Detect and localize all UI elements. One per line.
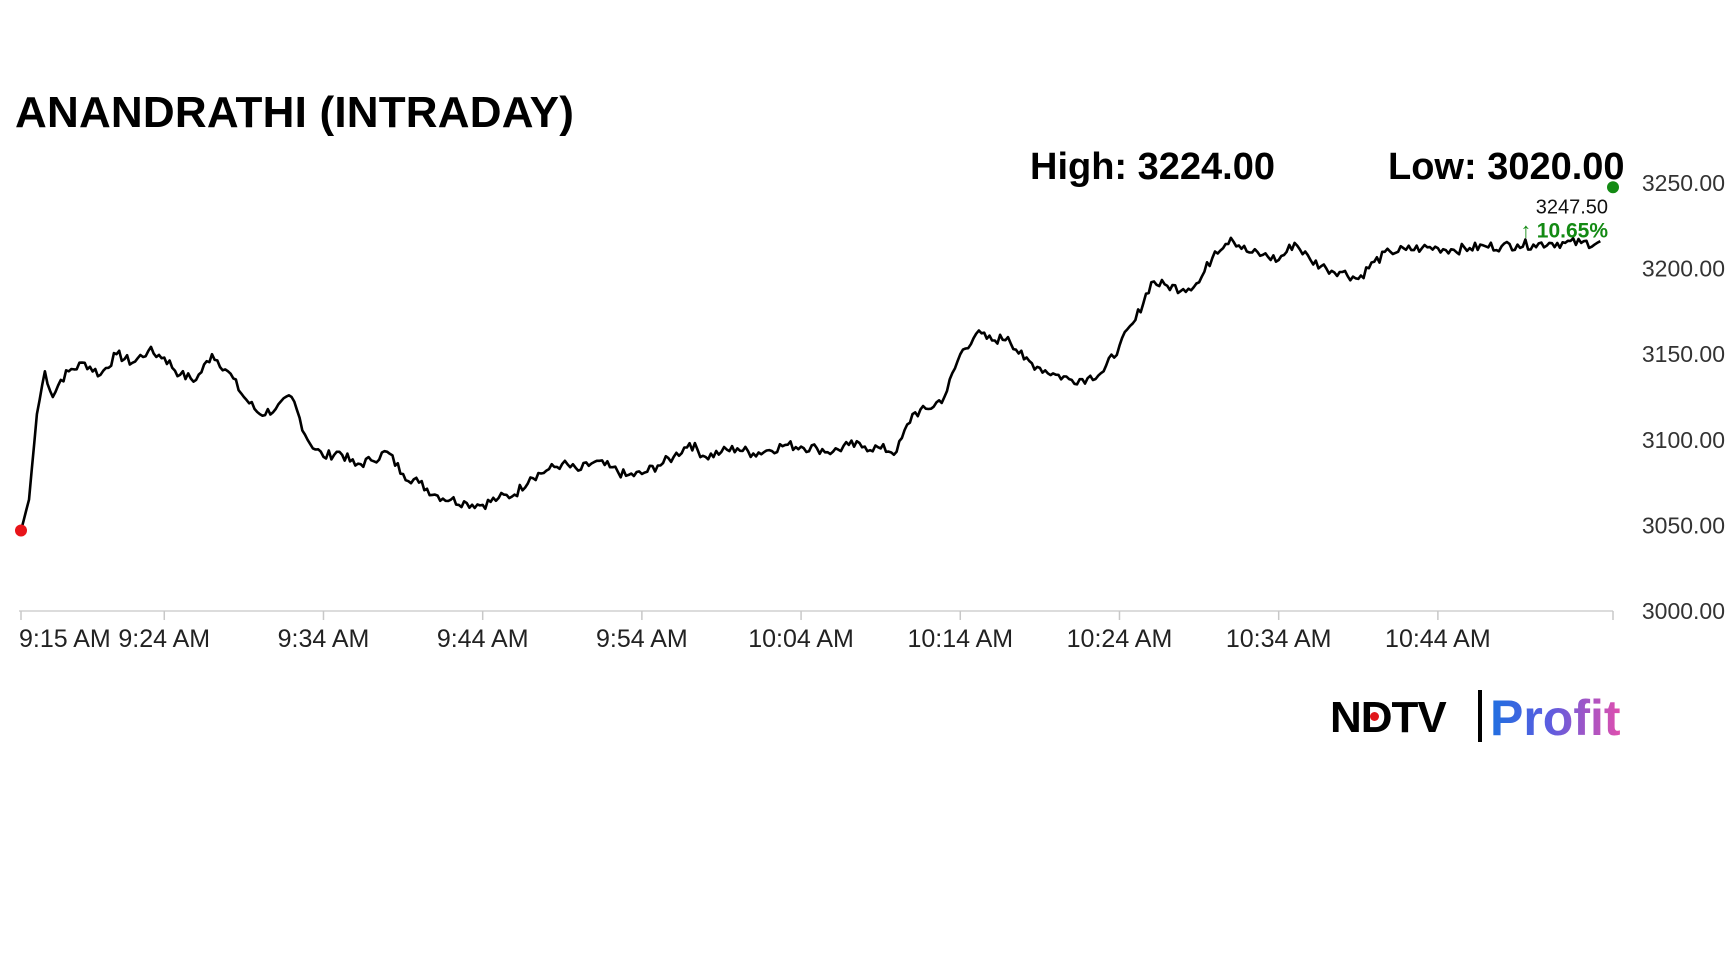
- y-tick-label: 3200.00: [1642, 256, 1725, 282]
- start-price-dot: [15, 524, 27, 537]
- last-price-label: 3247.50: [1536, 196, 1608, 218]
- x-tick-label: 9:54 AM: [596, 625, 688, 653]
- x-tick-label: 9:24 AM: [118, 625, 210, 653]
- x-tick-label: 9:34 AM: [278, 625, 370, 653]
- x-tick-label: 9:15 AM: [19, 625, 111, 653]
- x-tick-label: 10:14 AM: [907, 625, 1013, 653]
- y-axis-ticks: 3000.00 3050.00 3100.00 3150.00 3200.00 3250.…: [1642, 170, 1725, 624]
- price-line: [19, 236, 1601, 531]
- logo-red-dot: [1370, 712, 1379, 721]
- x-tick-label: 10:24 AM: [1067, 625, 1173, 653]
- low-value: Low: 3020.00: [1388, 146, 1625, 188]
- x-tick-label: 10:34 AM: [1226, 625, 1332, 653]
- y-tick-label: 3250.00: [1642, 170, 1725, 196]
- y-tick-label: 3150.00: [1642, 341, 1725, 367]
- y-tick-label: 3100.00: [1642, 427, 1725, 453]
- logo-profit-text: Profit: [1490, 690, 1621, 746]
- x-axis-ticks: 9:15 AM 9:24 AM 9:34 AM 9:44 AM 9:54 AM 10:04…: [19, 611, 1614, 653]
- x-tick-label: 10:44 AM: [1385, 625, 1491, 653]
- chart-title: ANANDRATHI (INTRADAY): [15, 88, 575, 137]
- x-tick-label: 9:44 AM: [437, 625, 529, 653]
- y-tick-label: 3050.00: [1642, 512, 1725, 538]
- last-price-dot: [1607, 181, 1619, 194]
- logo-ndtv-text: NDTV: [1330, 693, 1447, 742]
- high-value: High: 3224.00: [1030, 146, 1275, 188]
- x-tick-label: 10:04 AM: [748, 625, 854, 653]
- change-percent-label: ↑ 10.65%: [1520, 219, 1608, 242]
- logo-divider: [1478, 690, 1482, 742]
- y-tick-label: 3000.00: [1642, 598, 1725, 624]
